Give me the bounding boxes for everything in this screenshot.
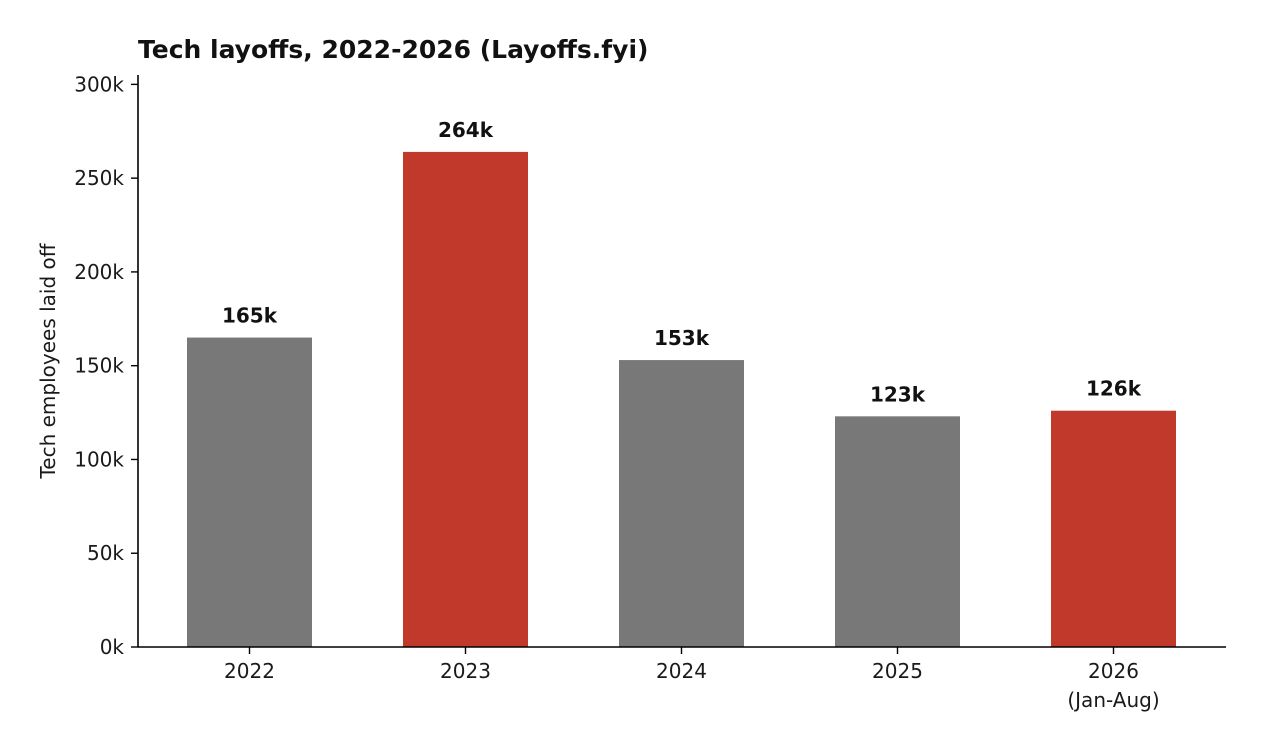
bar-2024 <box>619 360 744 647</box>
y-tick-label: 300k <box>74 72 124 96</box>
x-axis-ticks: 2022 2023 2024 2025 2026 (Jan-Aug) <box>224 647 1160 712</box>
y-axis-ticks: 0k 50k 100k 150k 200k 250k 300k <box>74 72 138 659</box>
data-label-2026: 126k <box>1086 377 1142 401</box>
data-label-2024: 153k <box>654 326 710 350</box>
x-tick-label: 2025 <box>872 659 923 683</box>
x-tick-label: 2026 <box>1088 659 1139 683</box>
data-labels-group: 165k 264k 153k 123k 126k <box>222 118 1142 406</box>
y-tick-label: 0k <box>100 635 125 659</box>
y-axis-label: Tech employees laid off <box>36 242 60 479</box>
bars-group <box>187 151 1176 648</box>
y-tick-label: 200k <box>74 260 124 284</box>
data-label-2023: 264k <box>438 118 494 142</box>
y-tick-label: 150k <box>74 354 124 378</box>
x-tick-label: 2022 <box>224 659 275 683</box>
x-tick-label: 2024 <box>656 659 707 683</box>
y-tick-label: 250k <box>74 166 124 190</box>
data-label-2022: 165k <box>222 304 278 328</box>
x-tick-label: 2023 <box>440 659 491 683</box>
bar-2025 <box>835 416 960 647</box>
data-label-2025: 123k <box>870 382 926 406</box>
y-tick-label: 100k <box>74 447 124 471</box>
bar-2023 <box>403 151 528 648</box>
bar-2022 <box>187 337 312 647</box>
x-tick-label: (Jan-Aug) <box>1067 688 1159 712</box>
chart-title: Tech layoffs, 2022-2026 (Layoffs.fyi) <box>138 35 648 64</box>
y-tick-label: 50k <box>87 541 124 565</box>
bar-2026 <box>1051 410 1176 647</box>
